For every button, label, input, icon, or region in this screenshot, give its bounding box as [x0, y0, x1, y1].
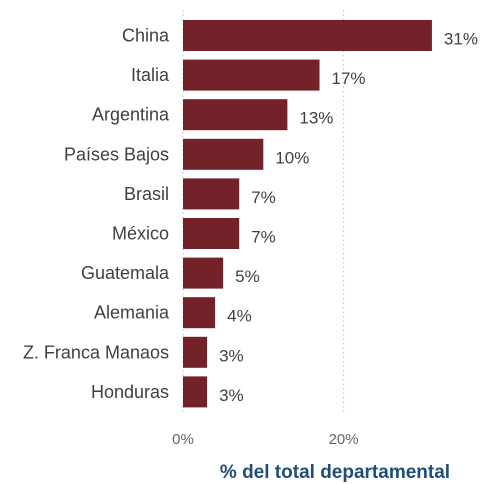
category-label: China [122, 26, 170, 46]
bar [183, 336, 208, 368]
bars [183, 20, 432, 408]
category-label: Italia [131, 65, 170, 85]
bar [183, 20, 432, 51]
bar [183, 376, 208, 408]
category-labels: China Italia Argentina Países Bajos Brasil Mé… [23, 26, 170, 402]
value-label: 31% [444, 30, 478, 49]
category-label: Países Bajos [64, 144, 169, 164]
x-axis-ticks: 0% 20% [172, 431, 358, 448]
value-label: 13% [299, 109, 333, 128]
x-tick-label: 0% [172, 431, 194, 448]
category-label: Alemania [94, 303, 170, 323]
value-label: 17% [332, 69, 366, 88]
bar [183, 257, 224, 289]
value-label: 5% [235, 267, 260, 286]
bar [183, 99, 288, 131]
category-label: Honduras [91, 382, 169, 402]
value-label: 7% [251, 228, 276, 247]
category-label: México [112, 224, 169, 244]
bar [183, 297, 216, 329]
x-axis-title: % del total departamental [220, 462, 450, 483]
category-label: Argentina [92, 105, 170, 125]
value-label: 7% [251, 188, 276, 207]
category-label: Z. Franca Manaos [23, 342, 169, 362]
value-labels: 31% 17% 13% 10% 7% 7% 5% 4% 3% 3% [219, 30, 478, 405]
bar [183, 178, 240, 210]
bar [183, 59, 320, 91]
value-label: 3% [219, 346, 244, 365]
value-label: 3% [219, 386, 244, 405]
category-label: Guatemala [81, 263, 170, 283]
x-tick-label: 20% [329, 431, 359, 448]
value-label: 10% [275, 148, 309, 167]
category-label: Brasil [124, 184, 169, 204]
value-label: 4% [227, 307, 252, 326]
bar [183, 138, 264, 170]
bar [183, 218, 240, 249]
